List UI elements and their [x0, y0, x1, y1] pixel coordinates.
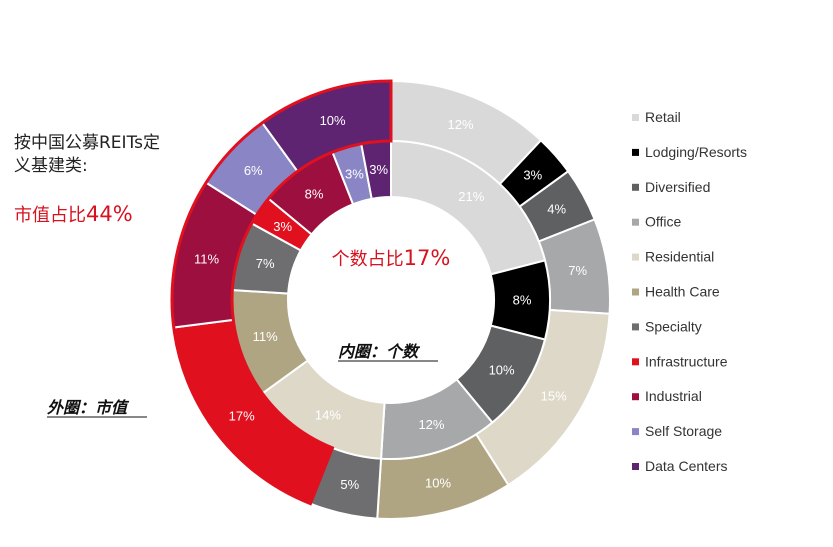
- outer-label-self-storage: 6%: [244, 163, 263, 178]
- outer-label-infrastructure: 17%: [229, 408, 255, 423]
- outer-label-retail: 12%: [448, 117, 474, 132]
- left-title-line2: 义基建类:: [14, 156, 88, 176]
- legend-label-data-centers: Data Centers: [645, 458, 727, 474]
- outer-label-lodging-resorts: 3%: [523, 168, 542, 183]
- legend-label-diversified: Diversified: [645, 179, 710, 195]
- outer-label-health-care: 10%: [425, 476, 451, 491]
- legend-swatch-retail: [632, 114, 639, 121]
- infrastructure-highlight-outline: [170, 79, 393, 506]
- legend-label-office: Office: [645, 214, 682, 230]
- outer-label-office: 7%: [568, 263, 587, 278]
- inner-label-industrial: 8%: [305, 187, 324, 202]
- count-share-prefix: 个数占比: [332, 249, 404, 270]
- left-title-line1: 按中国公募REITs定: [14, 133, 160, 153]
- legend: Retail Lodging/Resorts Diversified Office Re…: [632, 109, 747, 474]
- inner-ring-label: 内圈：个数: [338, 342, 421, 361]
- outer-label-specialty: 5%: [340, 477, 359, 492]
- count-share-value: 17%: [404, 246, 451, 270]
- legend-swatch-industrial: [632, 393, 639, 401]
- legend-swatch-data-centers: [632, 463, 639, 470]
- legend-swatch-office: [632, 218, 639, 226]
- legend-label-retail: Retail: [645, 109, 681, 125]
- inner-label-lodging-resorts: 8%: [513, 293, 532, 308]
- outer-label-data-centers: 10%: [320, 113, 346, 128]
- legend-label-residential: Residential: [645, 249, 714, 265]
- inner-label-residential: 14%: [315, 407, 341, 422]
- inner-ring-count: [231, 139, 551, 460]
- legend-swatch-specialty: [632, 323, 639, 331]
- legend-label-health-care: Health Care: [645, 284, 720, 300]
- legend-swatch-health-care: [632, 288, 639, 296]
- market-share-label: 市值占比44%: [14, 202, 133, 226]
- legend-label-infrastructure: Infrastructure: [645, 353, 728, 369]
- legend-swatch-self-storage: [632, 428, 639, 436]
- legend-label-industrial: Industrial: [645, 388, 702, 404]
- inner-label-infrastructure: 3%: [273, 219, 292, 234]
- legend-label-specialty: Specialty: [645, 318, 702, 334]
- market-share-prefix: 市值占比: [14, 205, 86, 226]
- outer-label-residential: 15%: [541, 389, 567, 404]
- legend-label-lodging-resorts: Lodging/Resorts: [645, 144, 747, 160]
- count-share-label: 个数占比17%: [332, 246, 451, 270]
- inner-label-self-storage: 3%: [345, 167, 364, 182]
- legend-swatch-residential: [632, 253, 639, 261]
- inner-label-diversified: 10%: [489, 363, 515, 378]
- inner-label-office: 12%: [418, 417, 444, 432]
- slice-labels: 21% 8% 10% 12% 14% 11% 7% 3% 8% 3% 3% 12% 3% 4% 7% 15% 1…: [194, 113, 587, 492]
- legend-swatch-infrastructure: [632, 358, 639, 366]
- inner-label-specialty: 7%: [256, 256, 275, 271]
- legend-swatch-lodging-resorts: [632, 148, 639, 156]
- outer-label-diversified: 4%: [547, 201, 566, 216]
- outer-label-industrial: 11%: [194, 251, 219, 266]
- legend-swatch-diversified: [632, 183, 639, 191]
- market-share-value: 44%: [86, 202, 133, 226]
- inner-label-data-centers: 3%: [369, 162, 388, 177]
- legend-label-self-storage: Self Storage: [645, 423, 722, 439]
- inner-label-retail: 21%: [458, 189, 484, 204]
- inner-label-health-care: 11%: [253, 329, 278, 344]
- outer-ring-label: 外圈：市值: [46, 398, 130, 417]
